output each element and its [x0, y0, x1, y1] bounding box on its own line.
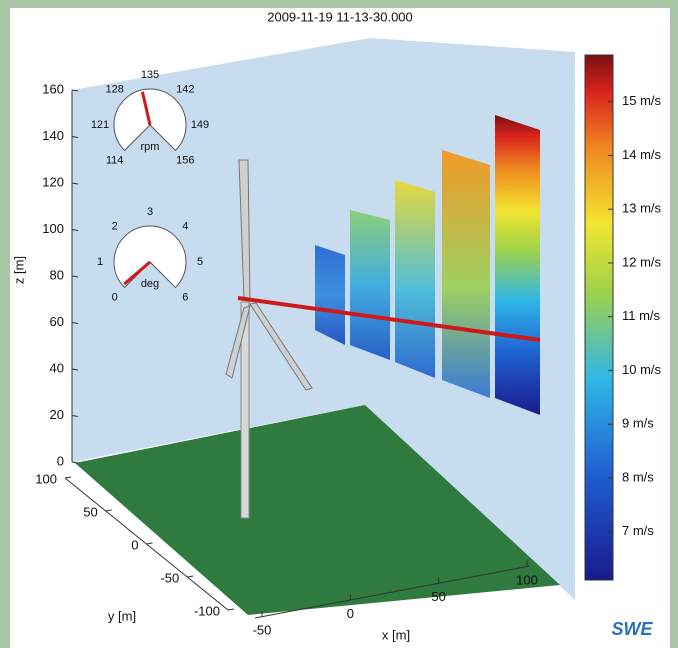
gauge-tick-label: 6 — [182, 291, 188, 303]
z-tick — [71, 368, 79, 371]
z-tick-label: 40 — [50, 360, 64, 375]
y-tick — [146, 542, 153, 545]
y-tick-label: -50 — [160, 570, 179, 585]
y-tick-label: 0 — [131, 537, 138, 552]
y-tick-label: 50 — [83, 504, 97, 519]
z-tick-label: 160 — [42, 81, 64, 96]
plane — [350, 210, 390, 360]
x-tick-label: -50 — [253, 622, 272, 637]
gauge-needle — [123, 260, 151, 286]
z-tick-label: 0 — [57, 453, 64, 468]
gauge-unit: rpm — [141, 141, 160, 153]
gauge-tick-label: 156 — [176, 154, 194, 166]
plane — [495, 115, 540, 415]
gauge: 114 121 128 135 142 149 156 rpm — [91, 69, 209, 166]
gauge: 0 1 2 3 4 5 6 deg — [97, 206, 203, 303]
x-tick-label: 100 — [516, 572, 538, 587]
z-tick — [71, 275, 79, 278]
gauge-tick-label: 4 — [182, 221, 188, 233]
z-tick — [71, 182, 79, 185]
y-tick — [64, 476, 72, 479]
gauge-tick-label: 114 — [106, 154, 124, 166]
gauge-tick-label: 149 — [191, 119, 209, 131]
colorbar-tick-label: 14 m/s — [622, 147, 662, 162]
gauge-tick-label: 0 — [112, 291, 118, 303]
z-tick — [71, 136, 79, 138]
z-tick-label: 140 — [42, 128, 64, 143]
turbine — [225, 159, 541, 519]
plane — [442, 150, 490, 398]
tower — [240, 301, 250, 519]
y-tick — [187, 575, 194, 578]
blade — [225, 305, 251, 379]
y-tick-label: 100 — [35, 471, 57, 486]
gauge-needle — [140, 91, 152, 126]
z-tick — [71, 229, 79, 231]
colorbar-tick-label: 12 m/s — [622, 254, 662, 269]
z-axis-label: z [m] — [11, 256, 26, 284]
z-tick-label: 100 — [42, 221, 64, 236]
x-tick-label: 50 — [431, 589, 445, 604]
z-tick — [71, 322, 79, 324]
colorbar-tick-label: 11 m/s — [622, 308, 661, 323]
colorbar-tick-label: 13 m/s — [622, 201, 662, 216]
colorbar — [584, 54, 614, 581]
hub-axis-line — [237, 296, 541, 342]
z-tick-label: 80 — [50, 267, 64, 282]
x-axis — [254, 565, 531, 619]
gauge-tick-label: 142 — [176, 84, 194, 96]
gauge-tick-label: 5 — [197, 256, 203, 268]
z-tick — [71, 415, 79, 417]
colorbar-tick-label: 15 m/s — [622, 93, 662, 108]
logo: SWE — [611, 619, 653, 639]
gauge-tick-label: 3 — [147, 206, 153, 218]
gauge-face — [113, 225, 187, 289]
x-tick-label: 0 — [347, 606, 354, 621]
gauge-tick-label: 2 — [112, 221, 118, 233]
y-axis-label: y [m] — [108, 608, 136, 623]
gauge-tick-label: 135 — [141, 69, 159, 81]
plane — [395, 180, 435, 378]
z-tick-label: 60 — [50, 314, 64, 329]
gauge-tick-label: 128 — [105, 84, 123, 96]
z-tick — [71, 89, 79, 92]
colorbar-tick-label: 9 m/s — [622, 416, 654, 431]
z-tick-label: 120 — [42, 174, 64, 189]
x-axis-label: x [m] — [382, 627, 410, 642]
gauge-tick-label: 121 — [91, 119, 109, 131]
gauge-tick-label: 1 — [97, 256, 103, 268]
chart-title: 2009-11-19 11-13-30.000 — [267, 9, 413, 24]
y-tick-label: -100 — [194, 603, 220, 618]
y-tick — [105, 509, 112, 512]
colorbar-tick-label: 10 m/s — [622, 362, 662, 377]
z-tick-label: 20 — [50, 407, 64, 422]
ground — [75, 405, 560, 615]
colorbar-tick-label: 8 m/s — [622, 469, 654, 484]
gauge-unit: deg — [141, 278, 159, 290]
plane — [315, 245, 345, 345]
blade — [249, 302, 313, 391]
colorbar-tick-label: 7 m/s — [622, 523, 654, 538]
z-tick — [71, 461, 79, 464]
y-tick — [227, 608, 235, 611]
